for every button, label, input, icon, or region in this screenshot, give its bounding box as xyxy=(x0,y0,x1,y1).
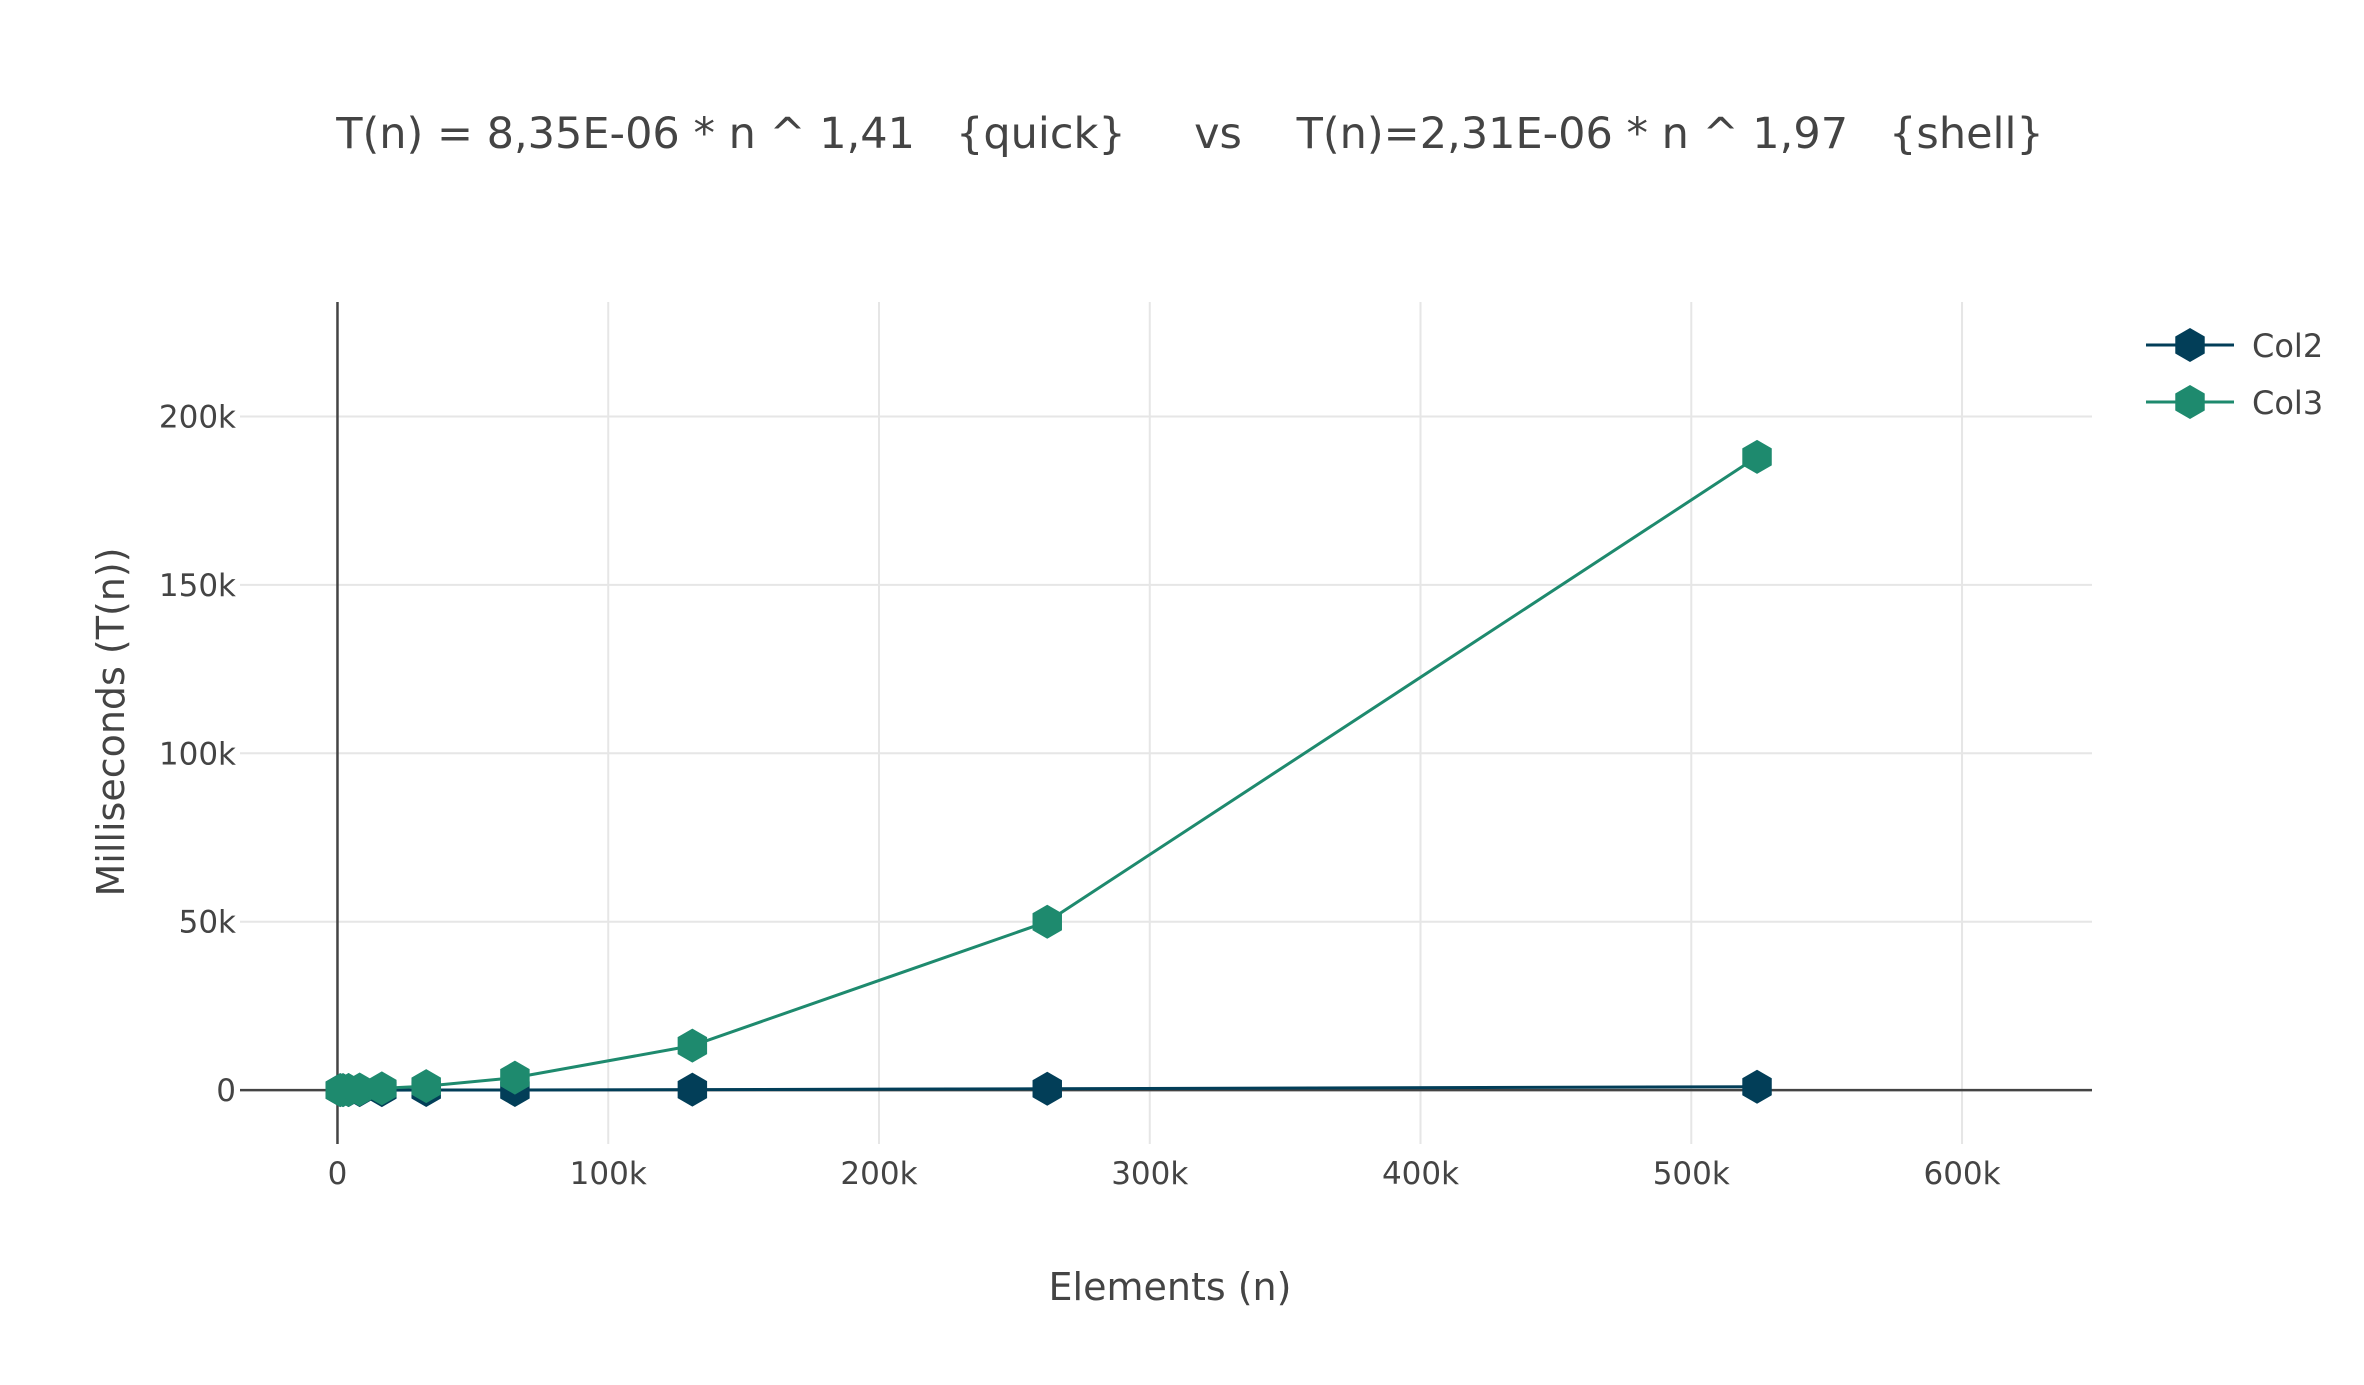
data-point-col3[interactable] xyxy=(411,1069,441,1104)
legend-marker-col3 xyxy=(2175,385,2205,419)
data-point-col3[interactable] xyxy=(344,1072,375,1107)
legend-label-col2: Col2 xyxy=(2252,327,2323,365)
x-tick-label: 100k xyxy=(570,1156,647,1192)
data-point-col2[interactable] xyxy=(1032,1071,1062,1106)
data-point-col2[interactable] xyxy=(677,1072,708,1107)
y-tick-label: 150k xyxy=(159,568,236,604)
series-layer xyxy=(325,439,1772,1108)
data-point-col3[interactable] xyxy=(367,1071,397,1106)
x-tick-label: 200k xyxy=(840,1156,917,1192)
x-tick-label: 500k xyxy=(1653,1156,1730,1192)
y-tick-label: 50k xyxy=(179,905,236,941)
legend-marker-col2 xyxy=(2175,328,2205,362)
x-tick-label: 300k xyxy=(1111,1156,1188,1192)
legend-label-col3: Col3 xyxy=(2252,384,2323,422)
series-col3 xyxy=(325,439,1772,1108)
x-tick-label: 400k xyxy=(1382,1156,1459,1192)
grid-layer xyxy=(240,302,2092,1144)
legend[interactable]: Col2 Col3 xyxy=(2146,327,2323,422)
x-tick-label: 600k xyxy=(1923,1156,2000,1192)
y-tick-label: 200k xyxy=(159,400,236,436)
tick-layer: 0 100k 200k 300k 400k 500k 600k 0 50k 100k 150k 200… xyxy=(159,400,2001,1192)
legend-item-col3[interactable]: Col3 xyxy=(2146,384,2323,422)
data-point-col3[interactable] xyxy=(500,1060,530,1095)
data-point-col3[interactable] xyxy=(1742,439,1772,474)
chart-title: T(n) = 8,35E-06 * n ^ 1,41 {quick} vs T(… xyxy=(335,109,2044,159)
data-point-col2[interactable] xyxy=(1742,1069,1772,1104)
y-tick-label: 0 xyxy=(216,1073,236,1109)
x-tick-label: 0 xyxy=(328,1156,348,1192)
data-point-col3[interactable] xyxy=(677,1028,708,1063)
x-axis-title: Elements (n) xyxy=(1049,1265,1292,1309)
y-tick-label: 100k xyxy=(159,736,236,772)
y-axis-title: Milliseconds (T(n)) xyxy=(89,547,133,896)
legend-item-col2[interactable]: Col2 xyxy=(2146,327,2323,365)
data-point-col3[interactable] xyxy=(1032,904,1062,939)
